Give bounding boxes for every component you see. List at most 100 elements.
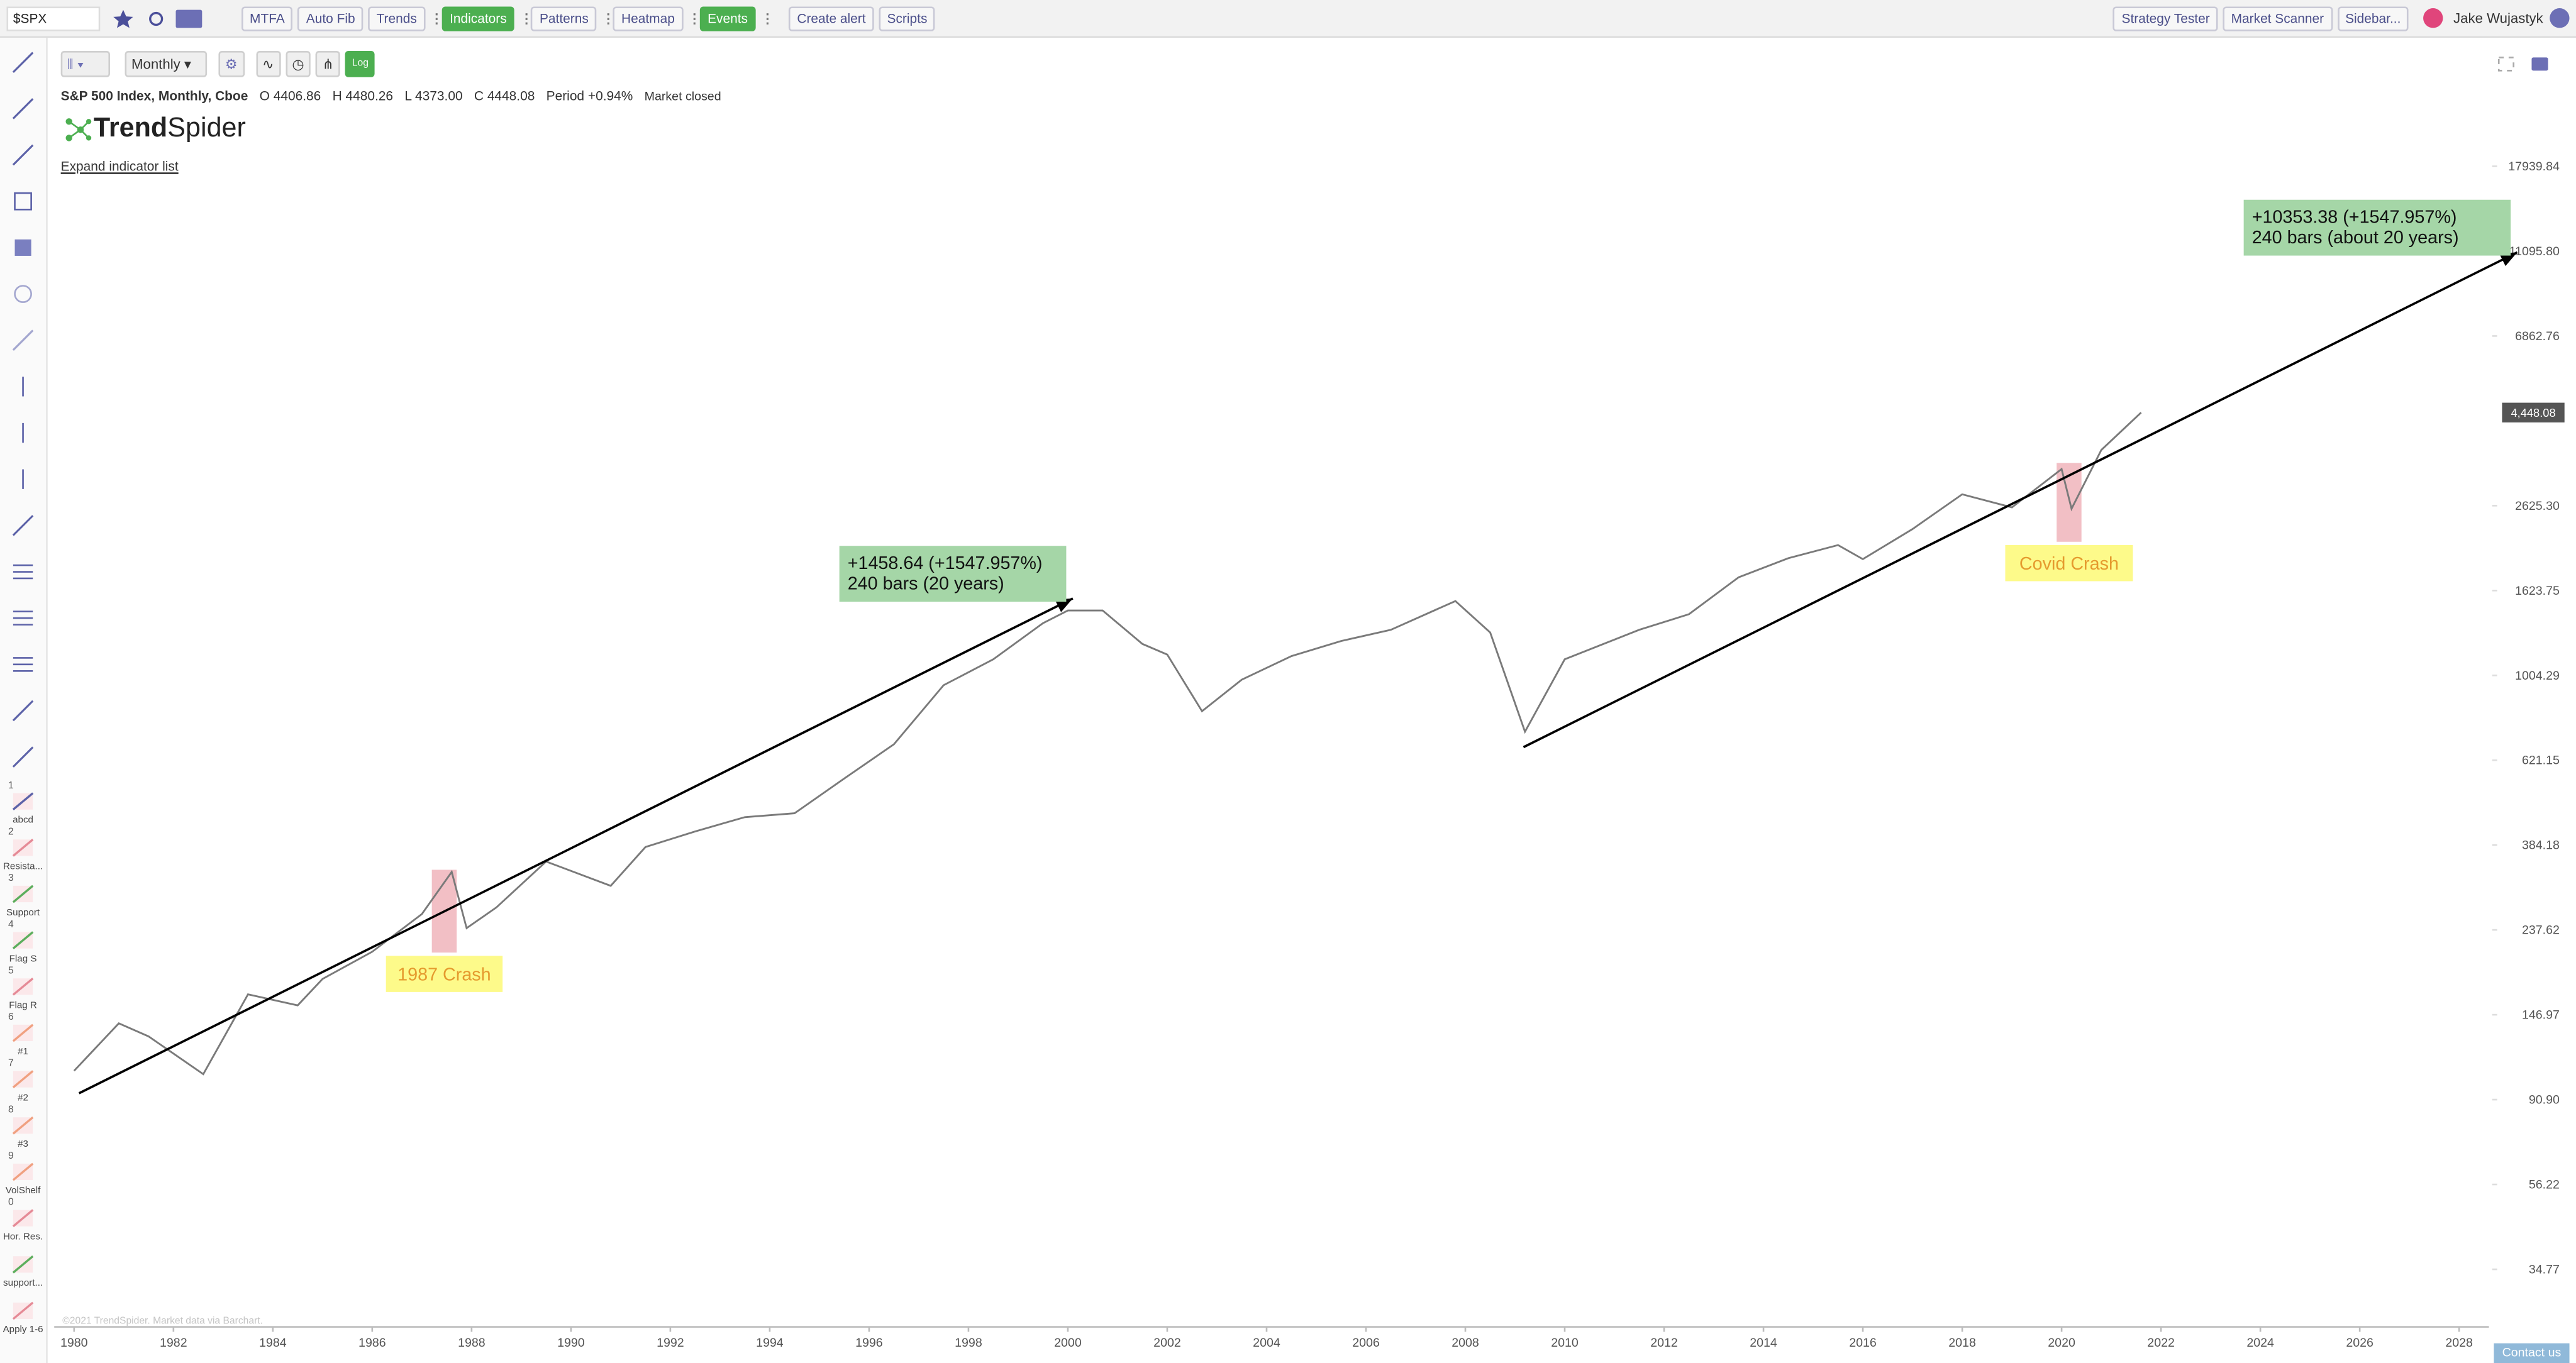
screenshot-icon[interactable] <box>2531 57 2548 71</box>
settings-button[interactable]: ⚙ <box>218 50 245 77</box>
y-tick-label: 1004.29 <box>2515 669 2560 683</box>
preset-label: Flag S <box>9 954 37 964</box>
interval-select[interactable]: Monthly ▾ <box>125 50 208 77</box>
toolbar-button[interactable]: Indicators <box>441 6 515 31</box>
ohlc-item: O 4406.86 <box>260 89 321 104</box>
ohlc-key: C <box>474 89 484 104</box>
preset-icon-line <box>12 977 34 996</box>
preset-button[interactable]: 8 #3 <box>8 1104 34 1149</box>
ohlc-value: 4373.00 <box>415 89 463 104</box>
preset-button[interactable]: Apply 1-6 <box>3 1301 43 1335</box>
tool-button[interactable] <box>14 285 32 303</box>
preset-key: 0 <box>8 1197 14 1208</box>
preset-label: Resista... <box>3 861 43 871</box>
preset-button[interactable]: support... <box>3 1255 43 1288</box>
preset-button[interactable]: 9 VolShelf <box>6 1151 41 1196</box>
tool-button[interactable] <box>13 610 33 626</box>
tool-button[interactable] <box>12 329 34 351</box>
toolbar-button[interactable]: Scripts <box>879 6 936 31</box>
user-name[interactable]: Jake Wujastyk <box>2453 9 2543 26</box>
crash-label: 1987 Crash <box>397 965 491 985</box>
more-menu[interactable]: ⋮ <box>760 10 774 26</box>
preset-icon-line <box>12 1255 34 1274</box>
color-picker[interactable] <box>175 9 203 28</box>
preset-label: Support <box>6 907 40 918</box>
symbol-input[interactable]: $SPX <box>6 6 101 31</box>
tool-button[interactable] <box>12 52 34 74</box>
fullscreen-icon[interactable] <box>2497 57 2515 72</box>
toolbar-button[interactable]: Auto Fib <box>297 6 364 31</box>
avatar[interactable] <box>2550 8 2570 28</box>
more-menu[interactable]: ⋮ <box>601 10 615 26</box>
toolbar-button[interactable]: Heatmap <box>613 6 683 31</box>
toolbar-button[interactable]: MTFA <box>241 6 293 31</box>
y-tick-label: 90.90 <box>2529 1093 2560 1107</box>
preset-button[interactable]: 3 Support <box>6 873 40 918</box>
toolbar-button[interactable]: Market Scanner <box>2223 6 2333 31</box>
ohlc-key: H <box>332 89 342 104</box>
indicator-button[interactable]: ∿ <box>255 50 281 77</box>
preset-label: support... <box>3 1277 43 1288</box>
toolbar-button[interactable]: Patterns <box>531 6 597 31</box>
preset-label: Hor. Res. <box>3 1232 43 1242</box>
compare-button[interactable]: ⋔ <box>315 50 341 77</box>
tool-button[interactable] <box>12 515 34 536</box>
x-tick-label: 2012 <box>1650 1336 1678 1350</box>
tool-shape <box>12 746 34 768</box>
x-tick-label: 1998 <box>955 1336 982 1350</box>
preset-button[interactable]: 1 abcd <box>8 780 34 825</box>
preset-button[interactable]: 0 Hor. Res. <box>3 1197 43 1242</box>
preset-key: 6 <box>8 1012 14 1022</box>
y-tick-label: 2625.30 <box>2515 499 2560 513</box>
preset-button[interactable]: 6 #1 <box>8 1012 34 1057</box>
toolbar-buttons: MTFA Auto Fib Trends ⋮ Indicators ⋮ Patterns ⋮ H… <box>241 6 940 31</box>
toolbar-button[interactable]: Strategy Tester <box>2113 6 2218 31</box>
tool-button[interactable] <box>12 746 34 768</box>
y-tick-label: 621.15 <box>2522 754 2560 768</box>
preset-icon-line <box>12 1070 34 1089</box>
more-menu[interactable]: ⋮ <box>430 10 443 26</box>
toolbar-button[interactable]: Events <box>699 6 757 31</box>
preset-icon-line <box>12 1116 34 1135</box>
tool-shape <box>12 144 34 166</box>
chart-type-button[interactable]: ⫴ ▾ <box>60 50 111 77</box>
tool-button[interactable] <box>12 98 34 119</box>
notification-icon[interactable] <box>2423 8 2444 28</box>
toolbar-button[interactable]: Create alert <box>789 6 874 31</box>
preset-button[interactable]: 4 Flag S <box>8 919 36 964</box>
preset-key: 5 <box>8 965 14 976</box>
more-menu[interactable]: ⋮ <box>519 10 533 26</box>
toolbar-button[interactable]: Sidebar... <box>2337 6 2409 31</box>
measure-box <box>2243 199 2511 256</box>
preset-icon-line <box>12 1209 34 1227</box>
preset-icon-line <box>12 1024 34 1042</box>
tool-button[interactable] <box>13 657 33 672</box>
time-button[interactable]: ◷ <box>285 50 311 77</box>
tool-shape <box>12 700 34 722</box>
ohlc-item: L 4373.00 <box>404 89 462 104</box>
favorite-icon[interactable] <box>113 9 133 28</box>
toolbar-button[interactable]: Trends <box>368 6 425 31</box>
preset-button[interactable]: 5 Flag R <box>8 965 37 1010</box>
tool-button[interactable] <box>14 192 32 211</box>
log-button[interactable]: Log <box>345 50 375 77</box>
x-tick-label: 1994 <box>756 1336 784 1350</box>
preset-key: 3 <box>8 873 14 883</box>
expand-indicator-link[interactable]: Expand indicator list <box>60 159 179 174</box>
x-tick-label: 2022 <box>2147 1336 2175 1350</box>
tool-button[interactable] <box>13 564 33 580</box>
preset-key: 7 <box>8 1058 14 1069</box>
tool-button[interactable] <box>14 239 31 256</box>
refresh-icon[interactable] <box>149 11 164 26</box>
preset-button[interactable]: 2 Resista... <box>3 826 43 871</box>
y-tick-label: 237.62 <box>2522 924 2560 937</box>
ohlc-value: +0.94% <box>587 89 633 104</box>
tool-button[interactable] <box>12 700 34 722</box>
more-menu[interactable]: ⋮ <box>687 10 701 26</box>
x-tick-label: 2016 <box>1849 1336 1877 1350</box>
tool-button[interactable] <box>12 144 34 166</box>
copyright: ©2021 TrendSpider. Market data via Barch… <box>62 1315 263 1326</box>
contact-button[interactable]: Contact us <box>2494 1343 2570 1363</box>
preset-button[interactable]: 7 #2 <box>8 1058 34 1103</box>
right-toolbar: Strategy Tester Market Scanner Sidebar... J… <box>2113 6 2570 31</box>
